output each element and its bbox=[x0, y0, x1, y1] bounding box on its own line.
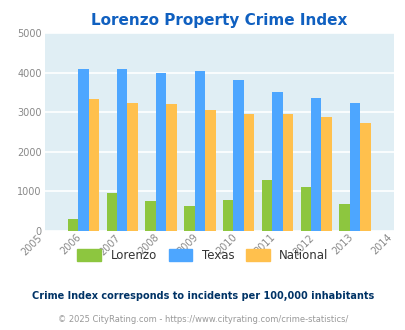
Bar bbox=[233, 80, 243, 231]
Bar bbox=[166, 104, 176, 231]
Bar bbox=[261, 180, 271, 231]
Bar bbox=[222, 200, 233, 231]
Bar bbox=[145, 201, 156, 231]
Bar bbox=[282, 114, 292, 231]
Bar bbox=[349, 103, 359, 231]
Legend: Lorenzo, Texas, National: Lorenzo, Texas, National bbox=[72, 244, 333, 266]
Bar bbox=[88, 99, 99, 231]
Bar bbox=[117, 69, 127, 231]
Bar bbox=[310, 98, 321, 231]
Bar bbox=[359, 123, 370, 231]
Bar bbox=[156, 73, 166, 231]
Bar bbox=[271, 92, 282, 231]
Bar bbox=[106, 193, 117, 231]
Bar bbox=[243, 114, 254, 231]
Text: Crime Index corresponds to incidents per 100,000 inhabitants: Crime Index corresponds to incidents per… bbox=[32, 291, 373, 301]
Title: Lorenzo Property Crime Index: Lorenzo Property Crime Index bbox=[91, 13, 347, 28]
Bar bbox=[300, 187, 310, 231]
Text: © 2025 CityRating.com - https://www.cityrating.com/crime-statistics/: © 2025 CityRating.com - https://www.city… bbox=[58, 315, 347, 324]
Bar bbox=[184, 206, 194, 231]
Bar bbox=[127, 103, 138, 231]
Bar bbox=[78, 69, 88, 231]
Bar bbox=[68, 219, 78, 231]
Bar bbox=[194, 71, 205, 231]
Bar bbox=[339, 204, 349, 231]
Bar bbox=[205, 110, 215, 231]
Bar bbox=[321, 116, 331, 231]
